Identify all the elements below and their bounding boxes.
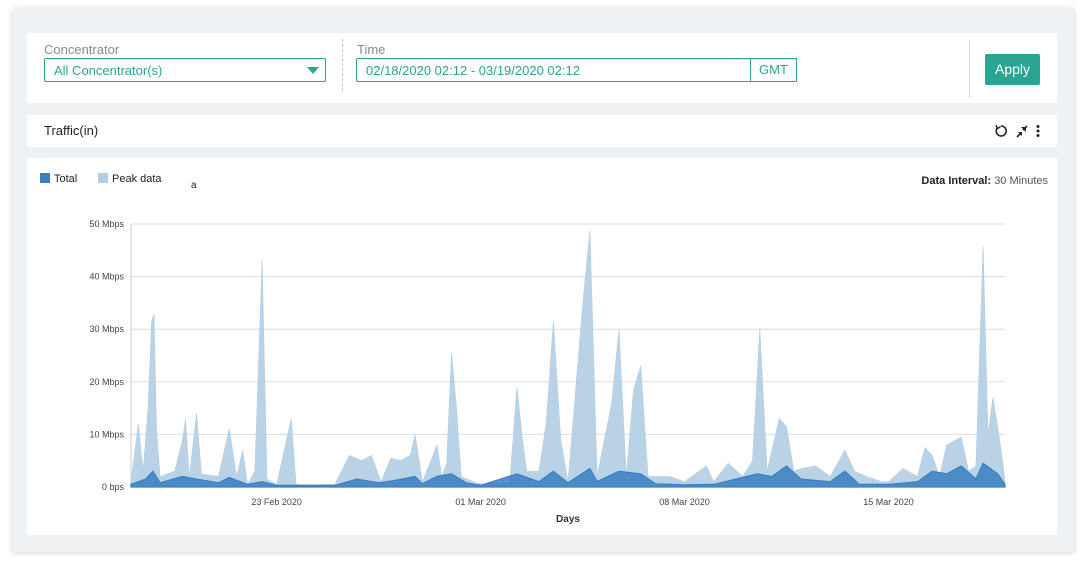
filter-divider — [342, 39, 343, 91]
x-axis-title: Days — [556, 514, 580, 525]
x-tick-label: 15 Mar 2020 — [863, 497, 914, 507]
chart-title-bar: Traffic(in) — [27, 115, 1057, 147]
legend-peak-swatch — [98, 173, 108, 183]
panel-title: Traffic(in) — [44, 123, 99, 138]
apply-button[interactable]: Apply — [985, 54, 1040, 85]
timezone-button[interactable]: GMT — [750, 58, 797, 82]
concentrator-select-value: All Concentrator(s) — [54, 63, 163, 78]
y-tick-label: 0 bps — [102, 482, 125, 492]
time-label: Time — [357, 42, 386, 57]
x-tick-label: 08 Mar 2020 — [659, 497, 710, 507]
x-tick-label: 01 Mar 2020 — [455, 497, 506, 507]
data-interval-label: Data Interval: — [921, 175, 992, 187]
data-interval-value: 30 Minutes — [994, 175, 1048, 187]
peak-data-series — [130, 230, 1006, 488]
apply-divider — [969, 40, 970, 98]
time-range-value: 02/18/2020 02:12 - 03/19/2020 02:12 — [366, 63, 580, 78]
legend-peak-label: Peak data — [112, 173, 162, 185]
chevron-down-icon — [307, 67, 319, 74]
legend-total-label: Total — [54, 173, 78, 185]
time-range-input[interactable]: 02/18/2020 02:12 - 03/19/2020 02:12 — [356, 58, 751, 82]
refresh-icon[interactable] — [994, 123, 1008, 139]
legend-peak[interactable]: Peak data — [98, 172, 162, 186]
concentrator-label: Concentrator — [44, 42, 120, 57]
collapse-arrows-icon[interactable] — [1015, 123, 1029, 139]
y-tick-label: 20 Mbps — [89, 377, 124, 387]
data-interval: Data Interval: 30 Minutes — [921, 175, 1048, 187]
kebab-menu-icon[interactable] — [1032, 123, 1046, 139]
legend-total-swatch — [40, 173, 50, 183]
total-series — [130, 462, 1006, 488]
x-tick-label: 23 Feb 2020 — [251, 497, 302, 507]
y-tick-label: 10 Mbps — [89, 429, 124, 439]
y-tick-label: 50 Mbps — [89, 219, 124, 229]
chart-panel: Total Peak data a Data Interval: 30 Minu… — [27, 158, 1057, 535]
y-tick-label: 30 Mbps — [89, 324, 124, 334]
y-tick-label: 40 Mbps — [89, 272, 124, 282]
concentrator-select[interactable]: All Concentrator(s) — [44, 58, 326, 82]
legend-total[interactable]: Total — [40, 172, 77, 186]
stray-glyph: a — [191, 180, 197, 191]
filter-panel: Concentrator All Concentrator(s) Time 02… — [27, 33, 1057, 103]
traffic-chart: 0 bps 10 Mbps 20 Mbps 30 Mbps 40 Mbps 50 Mbps… — [89, 219, 1006, 525]
